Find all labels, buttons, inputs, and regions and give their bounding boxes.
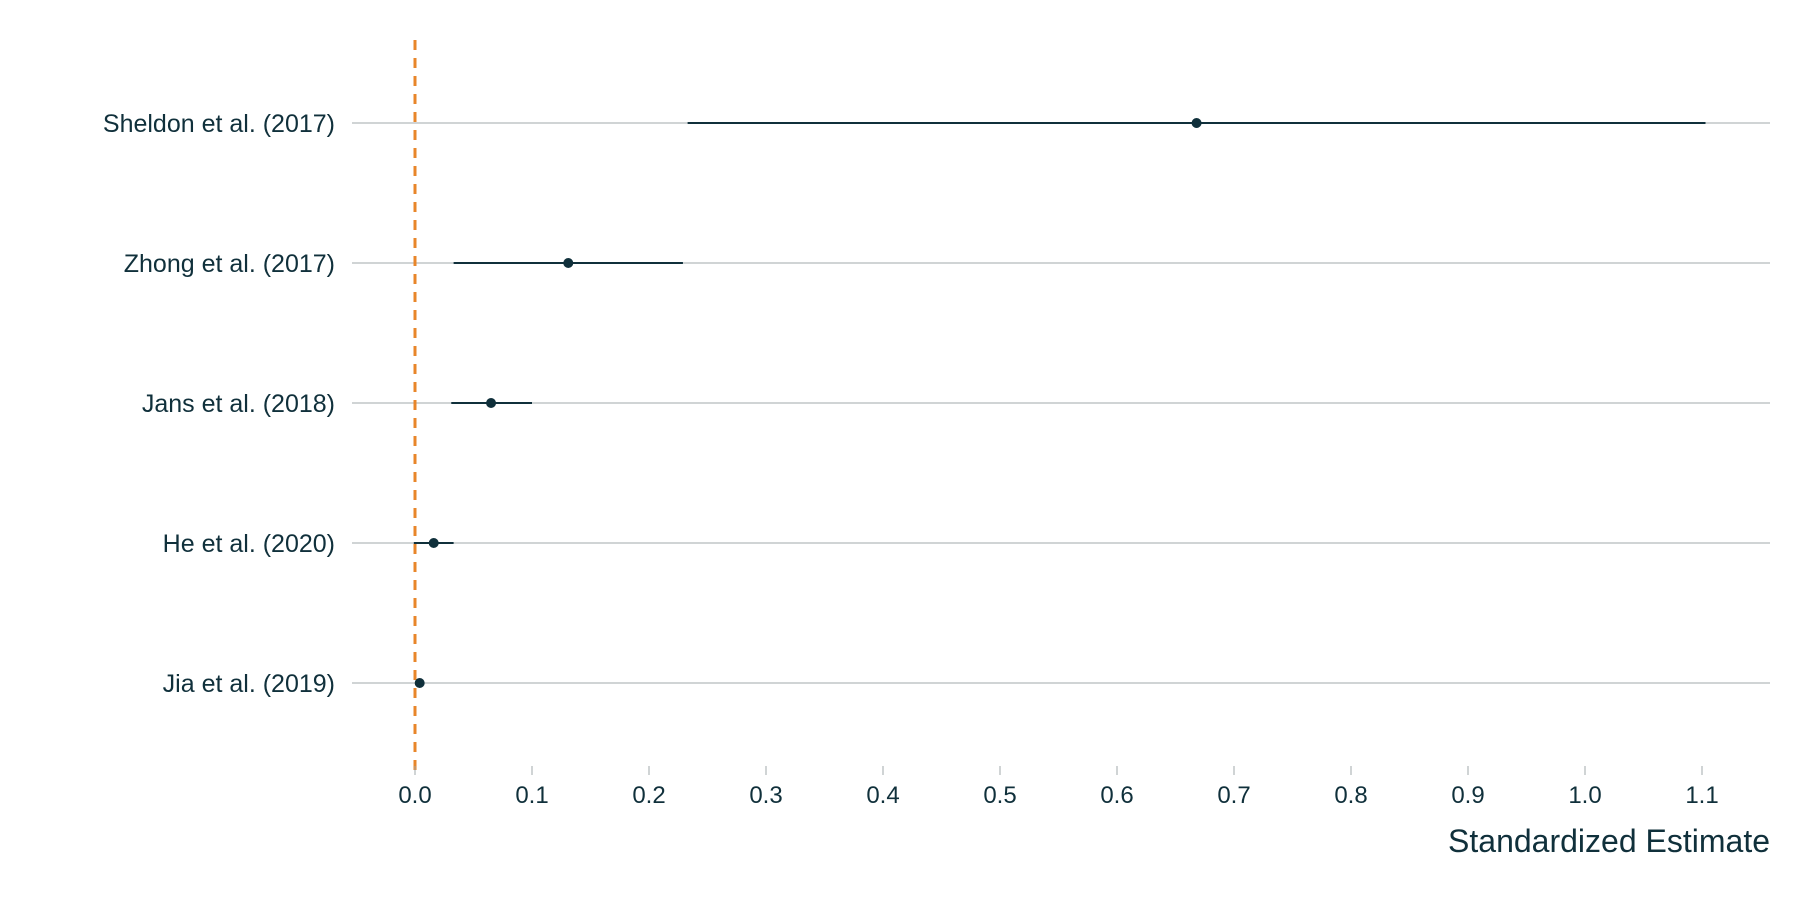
x-tick-label: 1.0 <box>1568 782 1601 809</box>
study-labels: Sheldon et al. (2017) Zhong et al. (2017)… <box>103 110 335 698</box>
point-estimate <box>563 258 574 268</box>
x-axis-title: Standardized Estimate <box>1448 823 1770 859</box>
study-label: Sheldon et al. (2017) <box>103 110 335 138</box>
x-tick-label: 1.1 <box>1685 782 1718 809</box>
point-estimate <box>414 678 425 688</box>
point-estimate <box>1191 118 1202 128</box>
x-tick-label: 0.6 <box>1100 782 1133 809</box>
point-estimate <box>428 538 439 548</box>
x-tick-label: 0.0 <box>398 782 431 809</box>
study-label: He et al. (2020) <box>163 530 335 558</box>
x-tick-label: 0.8 <box>1334 782 1367 809</box>
x-tick-label: 0.5 <box>983 782 1016 809</box>
x-tick-label: 0.7 <box>1217 782 1250 809</box>
x-axis-ticks <box>414 766 1703 775</box>
study-label: Jia et al. (2019) <box>163 670 335 698</box>
x-tick-label: 0.9 <box>1451 782 1484 809</box>
x-tick-label: 0.1 <box>515 782 548 809</box>
x-axis-tick-labels: 0.0 0.1 0.2 0.3 0.4 0.5 0.6 0.7 0.8 0.9 1.0 1.1 <box>398 782 1718 809</box>
x-tick-label: 0.2 <box>632 782 665 809</box>
study-label: Jans et al. (2018) <box>142 390 335 418</box>
x-tick-label: 0.3 <box>749 782 782 809</box>
x-tick-label: 0.4 <box>866 782 899 809</box>
study-label: Zhong et al. (2017) <box>124 250 335 278</box>
point-estimate <box>486 398 497 408</box>
gridlines <box>352 122 1770 684</box>
point-estimates <box>414 118 1202 688</box>
